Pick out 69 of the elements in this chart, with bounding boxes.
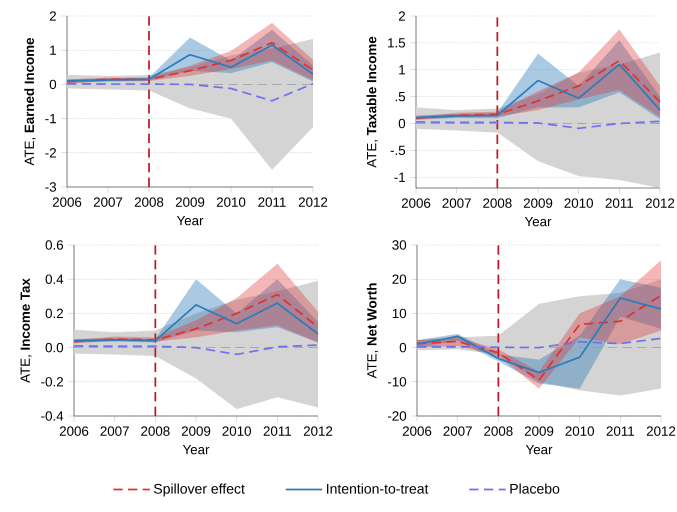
x-tick-label: 2010 (216, 197, 246, 207)
x-tick-label: 2007 (94, 197, 122, 207)
y-axis-title: ATE, Taxable Income (366, 36, 378, 168)
y-axis-title: ATE, Earned Income (24, 38, 36, 166)
y-tick-label: -0.4 (41, 411, 64, 421)
y-tick-label: .5 (396, 92, 406, 102)
legend-label: Intention-to-treat (327, 483, 428, 494)
y-tick-label: -2 (45, 148, 56, 158)
x-tick-label: 2012 (304, 426, 332, 436)
x-tick-label: 2007 (100, 426, 129, 436)
x-tick-label: 2012 (646, 198, 674, 208)
y-tick-label: 0.0 (46, 342, 64, 352)
x-tick-label: 2008 (484, 426, 513, 436)
x-tick-label: 2006 (402, 198, 430, 208)
line-series (416, 338, 662, 348)
y-tick-label: 30 (392, 240, 406, 250)
x-tick-label: 2008 (141, 426, 170, 436)
y-tick-label: -10 (388, 377, 406, 387)
x-tick-label: 2011 (606, 198, 634, 208)
x-tick-label: 2008 (134, 197, 164, 207)
y-tick-label: 0 (400, 342, 406, 352)
x-tick-label: 2008 (483, 198, 512, 208)
y-tick-label: 10 (392, 308, 406, 318)
legend-label: Placebo (510, 483, 560, 494)
x-tick-label: 2007 (444, 426, 472, 436)
x-axis-title: Year (524, 216, 552, 226)
x-tick-label: 2009 (176, 197, 204, 207)
x-tick-label: 2011 (264, 426, 292, 436)
x-tick-label: 2006 (52, 197, 82, 207)
y-tick-label: 0 (50, 80, 56, 90)
line-series (73, 344, 319, 356)
x-tick-label: 2011 (258, 197, 286, 207)
x-tick-label: 2009 (524, 198, 552, 208)
y-tick-label: -.5 (390, 146, 406, 156)
line-series (66, 82, 314, 102)
y-axis-title: ATE, Income Tax (20, 278, 32, 383)
x-tick-label: 2006 (402, 426, 432, 436)
y-tick-label: -1 (394, 172, 405, 182)
x-tick-label: 2012 (646, 426, 676, 436)
y-tick-label: 2 (50, 11, 56, 21)
legend-label: Spillover effect (154, 483, 245, 497)
y-tick-label: 1.5 (388, 38, 406, 48)
y-tick-label: 0.2 (46, 308, 63, 318)
y-tick-label: 1 (399, 65, 405, 74)
x-tick-label: 2011 (606, 426, 634, 436)
x-axis-title: Year (176, 216, 204, 226)
y-tick-label: -3 (45, 182, 56, 192)
line-series (73, 302, 319, 342)
y-tick-label: 0.6 (46, 240, 64, 250)
y-tick-label: 0.4 (46, 274, 64, 284)
x-tick-label: 2009 (182, 426, 210, 436)
y-tick-label: -1 (45, 114, 56, 124)
y-tick-label: -0.2 (41, 377, 63, 387)
y-tick-label: 0 (398, 118, 406, 128)
x-tick-label: 2012 (298, 197, 328, 207)
x-tick-label: 2009 (524, 426, 554, 436)
x-tick-label: 2007 (442, 198, 471, 208)
x-tick-label: 2010 (564, 198, 593, 208)
x-tick-label: 2010 (222, 426, 251, 436)
y-axis-title: ATE, Net Worth (366, 283, 378, 378)
y-tick-label: 20 (392, 274, 406, 284)
x-axis-title: Year (526, 444, 552, 454)
y-tick-label: -20 (388, 411, 406, 421)
line-series (415, 120, 661, 130)
x-tick-label: 2010 (566, 426, 594, 436)
x-tick-label: 2006 (60, 426, 88, 436)
x-axis-title: Year (182, 444, 210, 454)
y-tick-label: 2 (398, 11, 405, 21)
y-tick-label: 1 (50, 46, 56, 55)
